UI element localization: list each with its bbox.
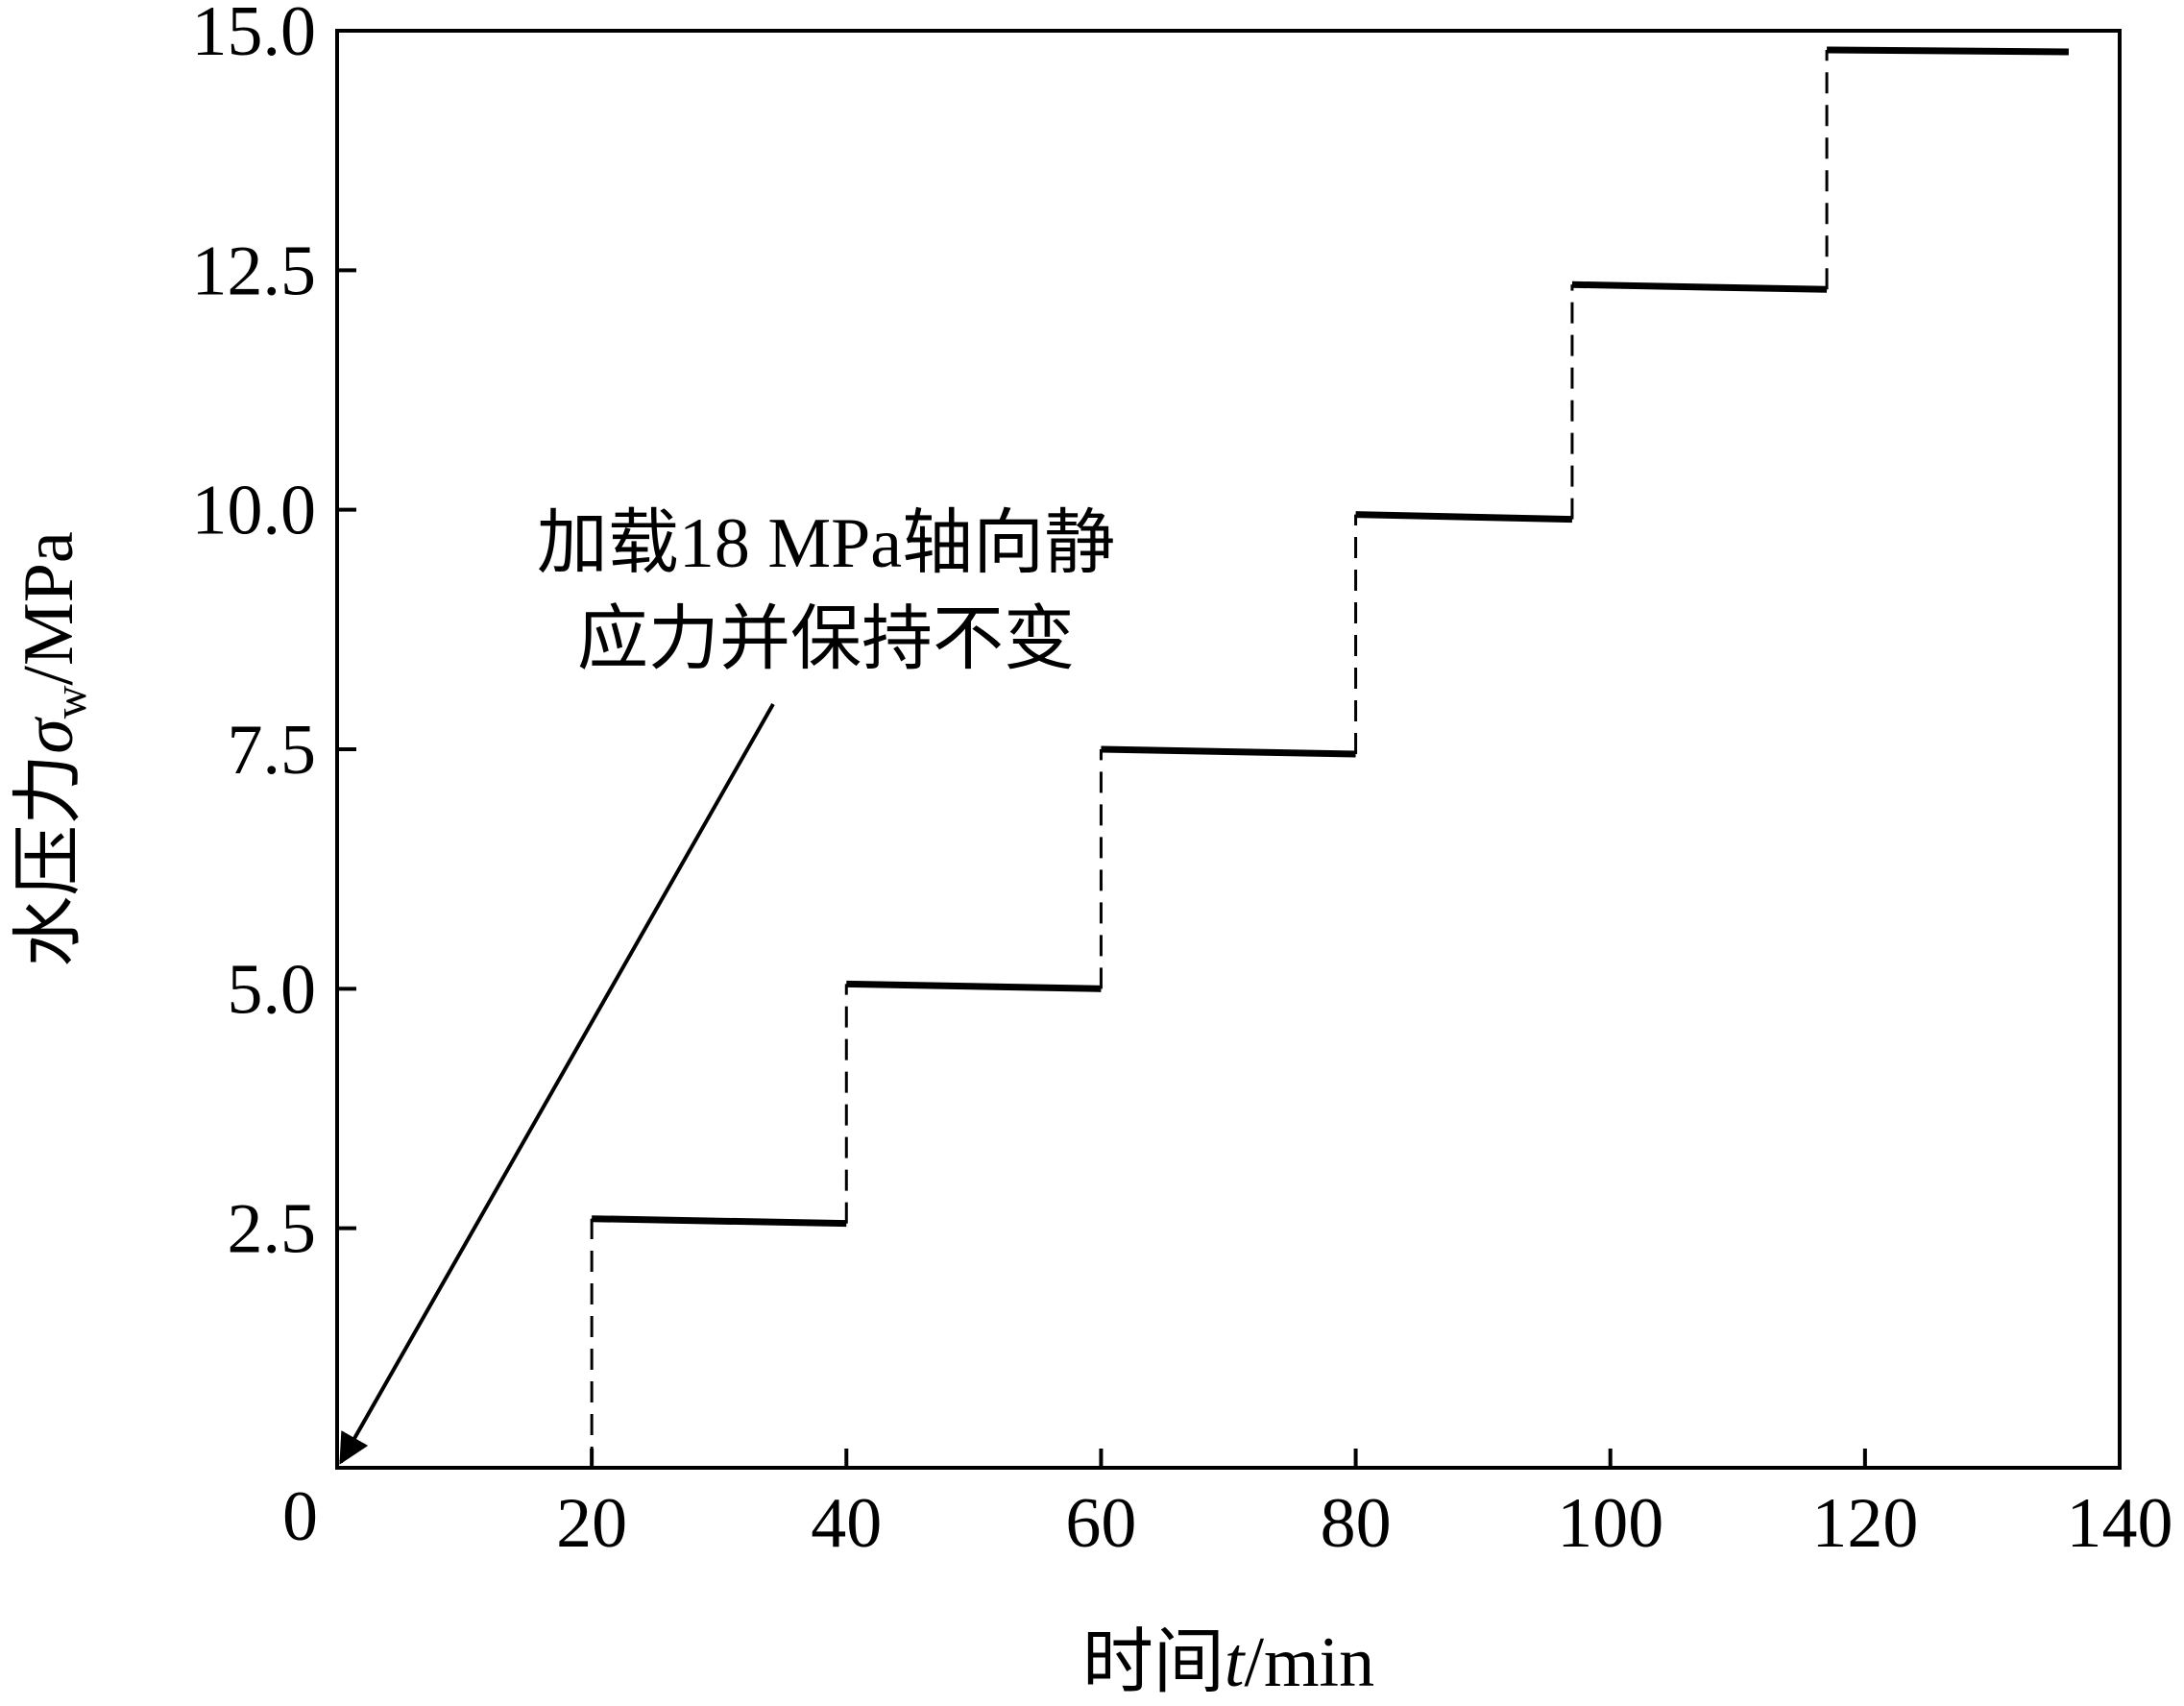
step-level: [592, 1215, 847, 1228]
y-label-text: 水压力: [10, 754, 88, 967]
y-tick-label: 7.5: [228, 711, 317, 790]
y-label-unit: /MPa: [10, 531, 88, 685]
y-tick-label: 12.5: [192, 232, 317, 310]
x-tick-label: 120: [1811, 1484, 1918, 1563]
y-tick-label: 0: [282, 1477, 318, 1556]
x-tick-label: 40: [811, 1484, 882, 1563]
step-level: [1827, 46, 2069, 56]
y-label-sub: w: [45, 685, 96, 719]
x-axis-label: 时间t/min: [1082, 1623, 1374, 1702]
annotation-arrow: [339, 703, 775, 1465]
annotation-text: 应力并保持不变: [577, 600, 1075, 679]
x-tick-label: 140: [2067, 1484, 2173, 1563]
x-tick-label: 100: [1557, 1484, 1663, 1563]
step-level: [1355, 511, 1573, 524]
x-label-symbol: t: [1225, 1623, 1247, 1702]
step-level: [1571, 280, 1828, 293]
step-level: [1101, 745, 1356, 758]
y-tick-label: 10.0: [192, 472, 317, 550]
x-tick-label: 80: [1321, 1484, 1392, 1563]
x-label-text: 时间: [1082, 1623, 1225, 1702]
y-axis-label: 水压力σw/MPa: [10, 531, 96, 967]
y-tick-label: 5.0: [228, 950, 317, 1029]
x-tick-label: 20: [556, 1484, 627, 1563]
y-label-symbol: σ: [10, 717, 88, 754]
x-tick-label: 60: [1065, 1484, 1136, 1563]
y-tick-label: 2.5: [228, 1190, 317, 1269]
x-label-unit: /min: [1244, 1623, 1374, 1702]
step-level: [846, 980, 1102, 992]
y-tick-label: 15.0: [192, 0, 317, 71]
annotation-text: 加载18 MPa轴向静: [537, 504, 1115, 583]
